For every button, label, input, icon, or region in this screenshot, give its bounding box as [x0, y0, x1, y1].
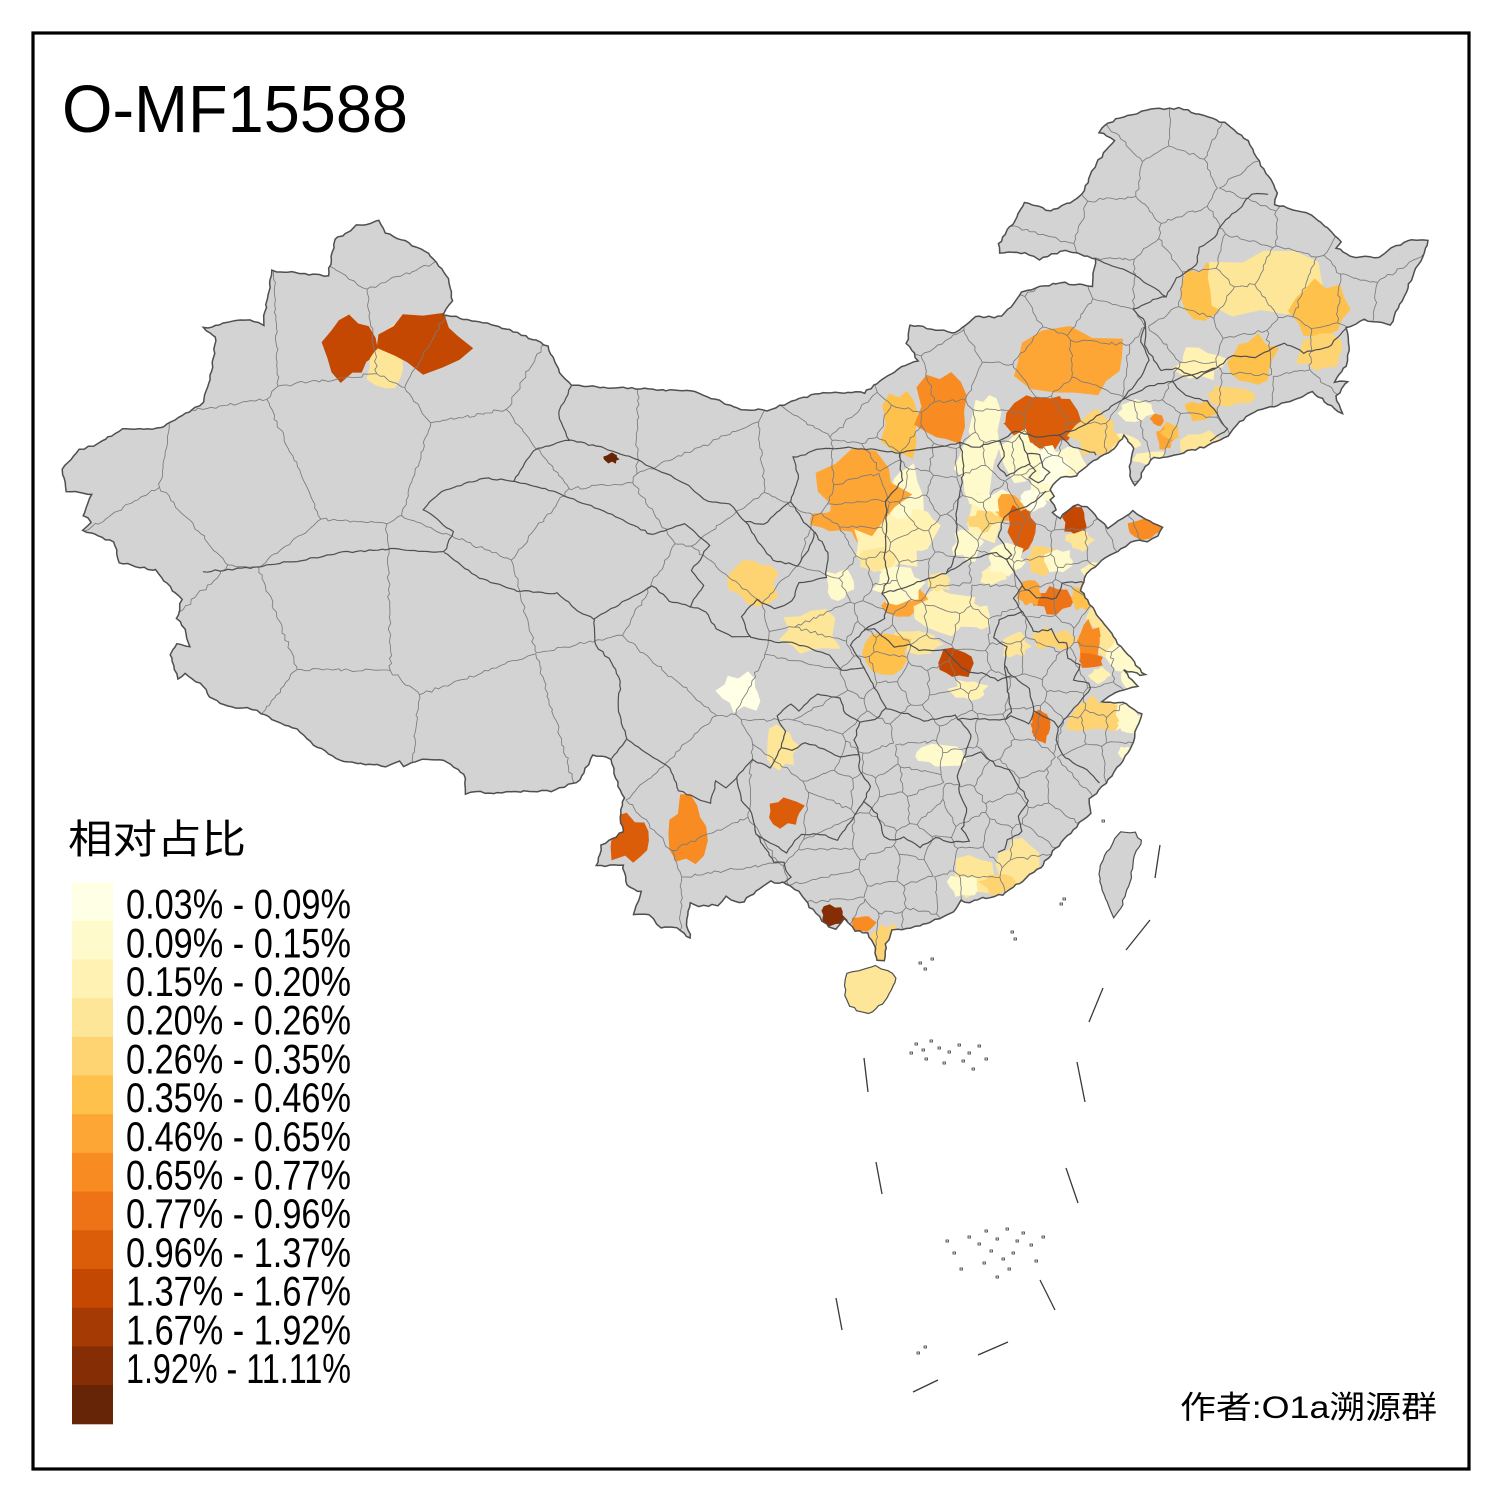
svg-text:相对占比: 相对占比	[68, 818, 246, 862]
svg-text:0.03% - 0.09%: 0.03% - 0.09%	[126, 881, 351, 928]
svg-text:作者:O1a溯源群: 作者:O1a溯源群	[1180, 1389, 1437, 1425]
svg-text:0.35% - 0.46%: 0.35% - 0.46%	[126, 1074, 351, 1121]
svg-text:0.26% - 0.35%: 0.26% - 0.35%	[126, 1035, 351, 1082]
svg-text:O-MF15588: O-MF15588	[62, 72, 408, 147]
svg-text:0.15% - 0.20%: 0.15% - 0.20%	[126, 958, 351, 1005]
svg-text:0.96% - 1.37%: 0.96% - 1.37%	[126, 1229, 351, 1276]
svg-text:1.92% - 11.11%: 1.92% - 11.11%	[126, 1345, 351, 1392]
svg-text:0.65% - 0.77%: 0.65% - 0.77%	[126, 1152, 351, 1199]
svg-text:1.37% - 1.67%: 1.37% - 1.67%	[126, 1268, 351, 1315]
svg-text:0.77% - 0.96%: 0.77% - 0.96%	[126, 1190, 351, 1237]
svg-text:0.46% - 0.65%: 0.46% - 0.65%	[126, 1113, 351, 1160]
svg-text:0.20% - 0.26%: 0.20% - 0.26%	[126, 997, 351, 1044]
svg-text:0.09% - 0.15%: 0.09% - 0.15%	[126, 919, 351, 966]
svg-text:1.67% - 1.92%: 1.67% - 1.92%	[126, 1306, 351, 1353]
